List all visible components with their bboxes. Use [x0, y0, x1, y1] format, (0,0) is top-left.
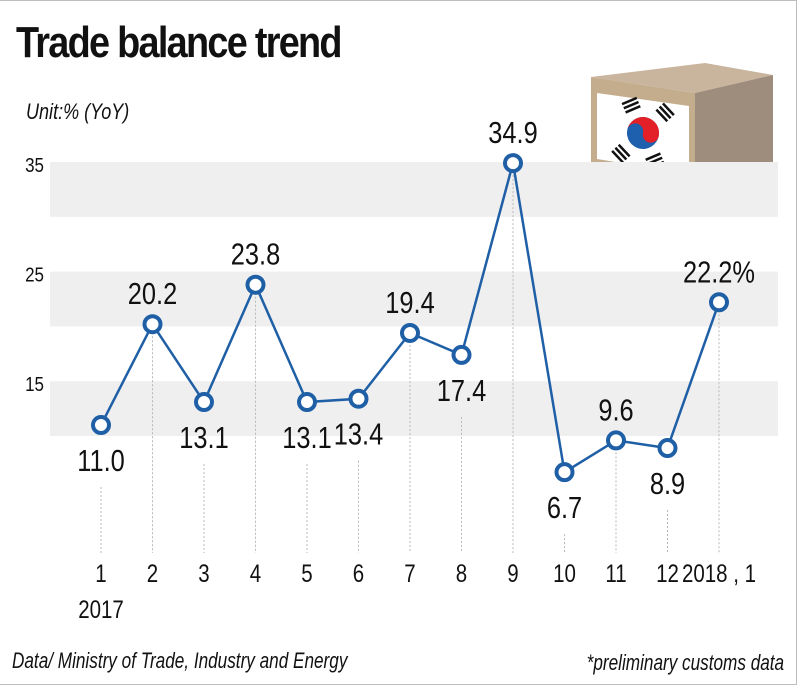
footnote: *preliminary customs data	[586, 650, 784, 675]
data-label: 22.2%	[683, 255, 755, 290]
band-0	[50, 162, 778, 217]
box-side	[695, 75, 773, 189]
data-label: 6.7	[547, 491, 582, 526]
data-label: 19.4	[385, 286, 434, 321]
x-tick-label: 5	[301, 559, 312, 587]
data-point	[709, 292, 729, 313]
source-note: Data/ Ministry of Trade, Industry and En…	[12, 648, 348, 673]
x-tick-label: 3	[198, 559, 209, 587]
x-tick-label: 8	[456, 559, 467, 587]
data-label: 23.8	[231, 237, 280, 272]
data-point	[606, 430, 626, 451]
x-tick-label: 12	[656, 559, 679, 587]
x-tick-label: 7	[404, 559, 415, 587]
data-point	[194, 392, 214, 413]
x-guide-lines	[100, 163, 720, 553]
data-label: 17.4	[437, 374, 486, 409]
y-tick-label: 35	[25, 154, 44, 177]
x-year-label: 2017	[78, 595, 124, 623]
data-points	[91, 153, 729, 483]
data-point	[245, 274, 266, 295]
x-tick-label: 4	[250, 559, 262, 587]
y-tick-label: 15	[25, 373, 44, 396]
x-tick-label: 10	[553, 559, 576, 587]
x-tick-label: 9	[507, 559, 518, 587]
data-label: 13.1	[282, 421, 331, 456]
data-label: 13.1	[179, 421, 228, 456]
data-label: 8.9	[650, 467, 685, 502]
x-tick-label: 1	[95, 559, 106, 587]
data-label: 9.6	[598, 393, 633, 428]
data-label: 13.4	[334, 417, 383, 452]
band-1	[50, 271, 778, 327]
band-2	[50, 381, 778, 436]
chart-bands	[50, 162, 778, 436]
data-labels: 11.020.213.123.813.1 13.419.417.434.96.79…	[77, 116, 755, 526]
data-label: 20.2	[128, 277, 177, 312]
data-point	[348, 388, 369, 409]
data-label: 34.9	[488, 116, 537, 151]
data-point	[400, 322, 420, 343]
data-label: 11.0	[77, 444, 125, 479]
x-tick-label: 2	[147, 559, 158, 587]
x-tick-label: 6	[353, 559, 364, 587]
unit-label: Unit:% (YoY)	[26, 99, 130, 124]
data-point	[91, 415, 111, 436]
data-point	[451, 344, 472, 365]
data-point	[142, 314, 163, 335]
data-point	[554, 462, 575, 483]
data-point	[503, 153, 523, 174]
chart-title: Trade balance trend	[16, 18, 343, 67]
y-axis-ticks: 35 25 15	[25, 154, 44, 396]
x-tick-label: 2018 , 1	[682, 559, 756, 587]
data-point	[297, 392, 317, 413]
y-tick-label: 25	[25, 263, 44, 286]
korean-flag-box-icon	[591, 63, 773, 189]
data-point	[657, 438, 678, 459]
x-tick-label: 11	[605, 559, 626, 587]
